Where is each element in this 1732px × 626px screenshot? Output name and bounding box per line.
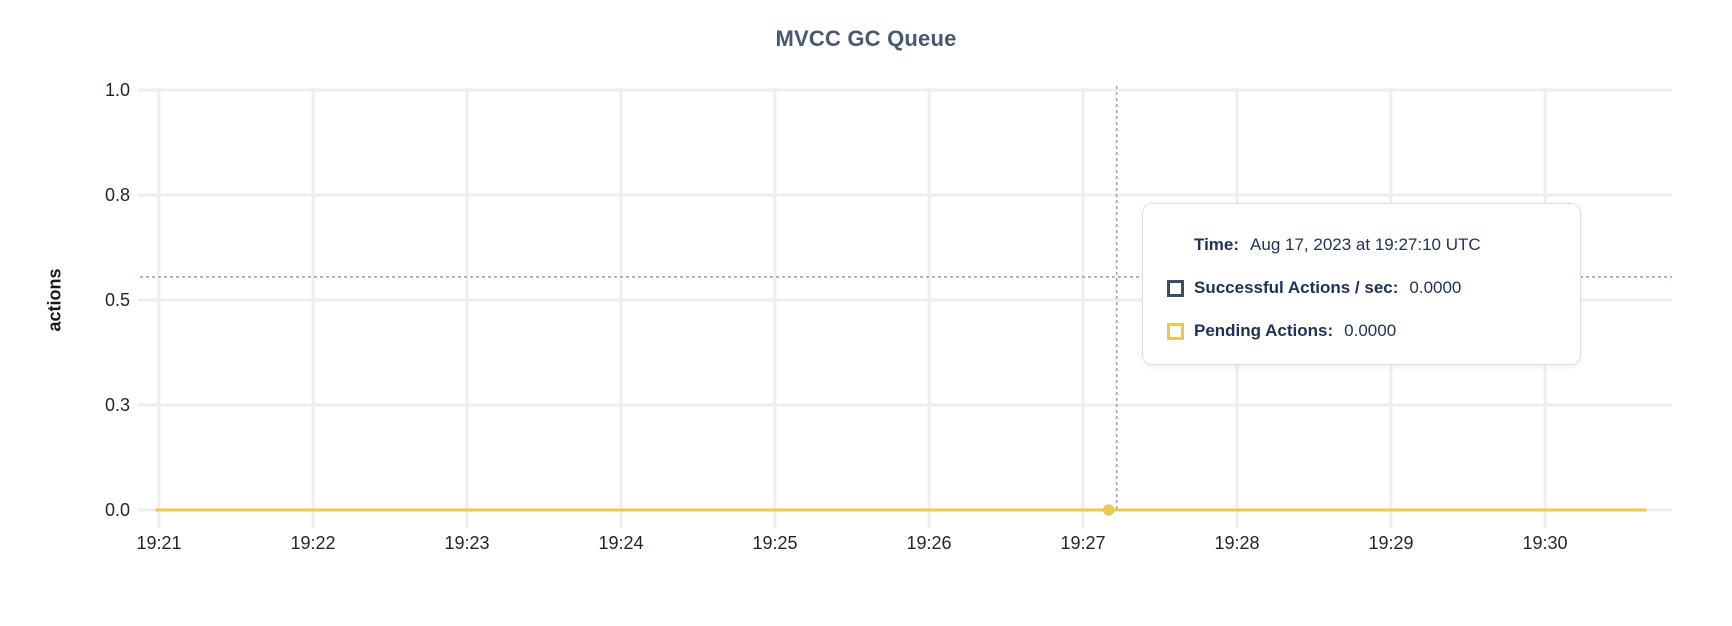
x-tick-label: 19:29: [1368, 533, 1413, 553]
x-tick-label: 19:21: [136, 533, 181, 553]
y-tick-label: 0.3: [105, 395, 130, 415]
chart-tooltip: Time: Aug 17, 2023 at 19:27:10 UTC Succe…: [1142, 203, 1581, 365]
tooltip-row-successful-actions: Successful Actions / sec: 0.0000: [1167, 273, 1562, 303]
x-tick-label: 19:26: [906, 533, 951, 553]
x-tick-label: 19:24: [598, 533, 643, 553]
y-tick-label: 0.5: [105, 290, 130, 310]
y-tick-label: 1.0: [105, 80, 130, 100]
tooltip-pending-value: 0.0000: [1344, 321, 1397, 340]
successful-actions-swatch-icon: [1167, 279, 1184, 297]
y-tick-label: 0.0: [105, 500, 130, 520]
tooltip-successful-value: 0.0000: [1409, 278, 1462, 297]
tooltip-row-pending-actions: Pending Actions: 0.0000: [1167, 316, 1562, 346]
x-tick-label: 19:25: [752, 533, 797, 553]
tooltip-time-label: Time:: [1194, 235, 1240, 254]
x-tick-label: 19:22: [290, 533, 335, 553]
x-tick-label: 19:27: [1060, 533, 1105, 553]
y-tick-label: 0.8: [105, 185, 130, 205]
pending-actions-swatch-icon: [1167, 322, 1184, 340]
tooltip-successful-label: Successful Actions / sec:: [1194, 278, 1399, 297]
tooltip-pending-label: Pending Actions:: [1194, 321, 1334, 340]
hover-point-dot: [1103, 504, 1115, 516]
chart-title: MVCC GC Queue: [775, 26, 957, 51]
tooltip-time-value: Aug 17, 2023 at 19:27:10 UTC: [1250, 235, 1481, 254]
x-tick-label: 19:30: [1522, 533, 1567, 553]
x-tick-label: 19:23: [444, 533, 489, 553]
x-tick-label: 19:28: [1214, 533, 1259, 553]
tooltip-time-row: Time: Aug 17, 2023 at 19:27:10 UTC: [1167, 230, 1562, 260]
